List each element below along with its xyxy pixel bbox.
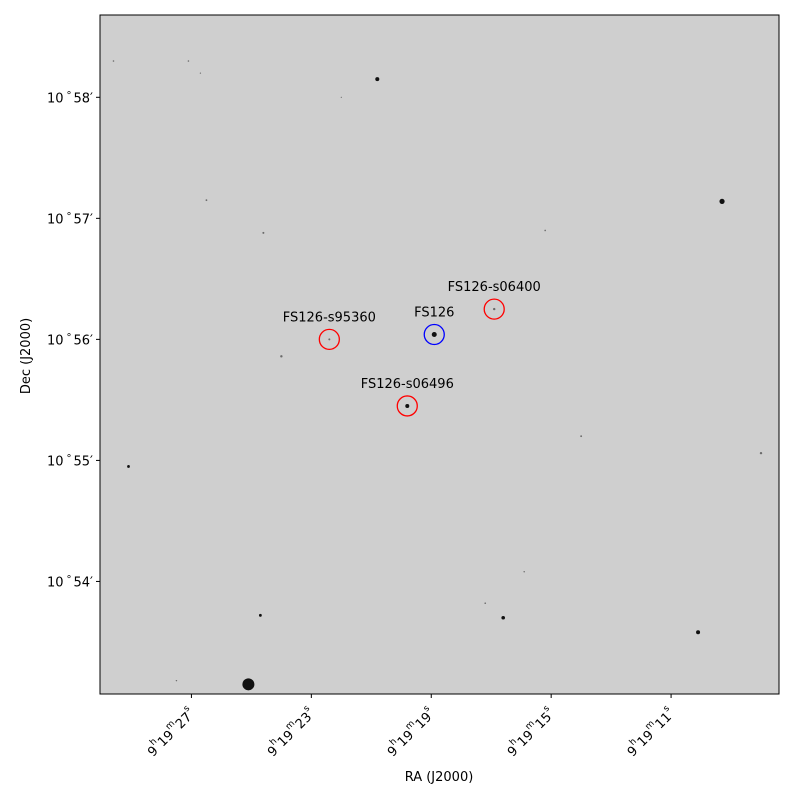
annotation-circle-2: [318, 328, 340, 351]
x-axis: 9h19m27s 9h19m23s 9h19m19s 9h19m15s 9h19m11s: [142, 694, 679, 760]
y-axis: 10 ° 58′ 10 ° 57′ 10 ° 56′ 10 ° 55′ 10 ° 54′: [47, 90, 100, 590]
star-19: [484, 602, 487, 605]
annotation-circle-0: [423, 323, 445, 346]
plot-frame: [99, 14, 780, 695]
annotation-label-0: FS126: [414, 306, 454, 321]
x-axis-label: RA (J2000): [405, 770, 474, 785]
star-8: [501, 615, 506, 620]
y-tick-label-3: 10 ° 55′: [47, 453, 93, 469]
x-tick-label-1: 9h19m23s: [262, 703, 319, 760]
star-2: [405, 403, 410, 408]
x-tick-label-0: 9h19m27s: [142, 703, 199, 760]
y-tick-label-2: 10 ° 56′: [47, 332, 93, 348]
y-tick-label-0: 10 ° 58′: [47, 90, 93, 106]
star-14: [205, 199, 208, 202]
star-11: [759, 451, 763, 455]
annotation-label-3: FS126-s06496: [361, 377, 454, 392]
star-13: [280, 355, 283, 358]
star-1: [431, 332, 437, 338]
annotations-layer: FS126 FS126-s06400 FS126-s95360 FS126-s0649…: [283, 280, 541, 417]
star-0: [375, 77, 380, 82]
star-7: [258, 613, 262, 617]
star-9: [696, 630, 701, 635]
star-22: [175, 679, 178, 682]
star-5: [719, 198, 725, 204]
star-23: [199, 72, 202, 74]
star-15: [580, 435, 583, 438]
star-12: [262, 231, 265, 234]
star-20: [523, 571, 525, 573]
annotation-label-2: FS126-s95360: [283, 310, 376, 325]
x-tick-label-2: 9h19m19s: [382, 703, 439, 760]
star-16: [544, 229, 546, 232]
y-tick-label-4: 10 ° 54′: [47, 574, 93, 590]
star-21: [340, 96, 342, 98]
star-10: [127, 465, 130, 468]
star-4: [328, 338, 331, 341]
y-tick-label-1: 10 ° 57′: [47, 211, 93, 227]
annotation-label-1: FS126-s06400: [448, 280, 541, 295]
x-tick-label-3: 9h19m15s: [502, 703, 559, 760]
annotation-circle-3: [396, 395, 418, 417]
y-axis-label: Dec (J2000): [19, 318, 34, 394]
x-tick-label-4: 9h19m11s: [622, 703, 679, 760]
star-17: [112, 60, 115, 62]
annotation-circle-1: [483, 298, 505, 320]
star-3: [493, 307, 496, 311]
star-18: [187, 60, 190, 62]
sky-image-background: [100, 15, 779, 694]
star-6: [242, 678, 255, 691]
stars-layer: [112, 60, 763, 691]
